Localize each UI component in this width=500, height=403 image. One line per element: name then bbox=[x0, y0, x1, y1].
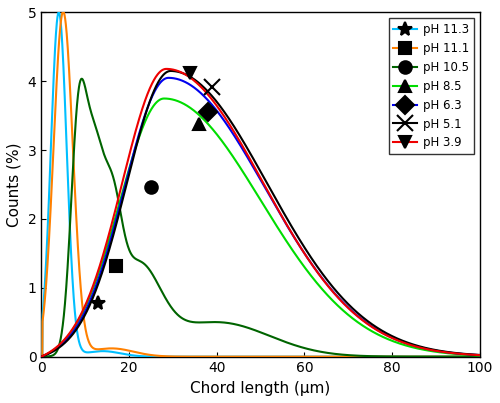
Y-axis label: Counts (%): Counts (%) bbox=[7, 142, 22, 227]
Legend: pH 11.3, pH 11.1, pH 10.5, pH 8.5, pH 6.3, pH 5.1, pH 3.9: pH 11.3, pH 11.1, pH 10.5, pH 8.5, pH 6.… bbox=[389, 19, 474, 154]
X-axis label: Chord length (μm): Chord length (μm) bbox=[190, 381, 330, 396]
